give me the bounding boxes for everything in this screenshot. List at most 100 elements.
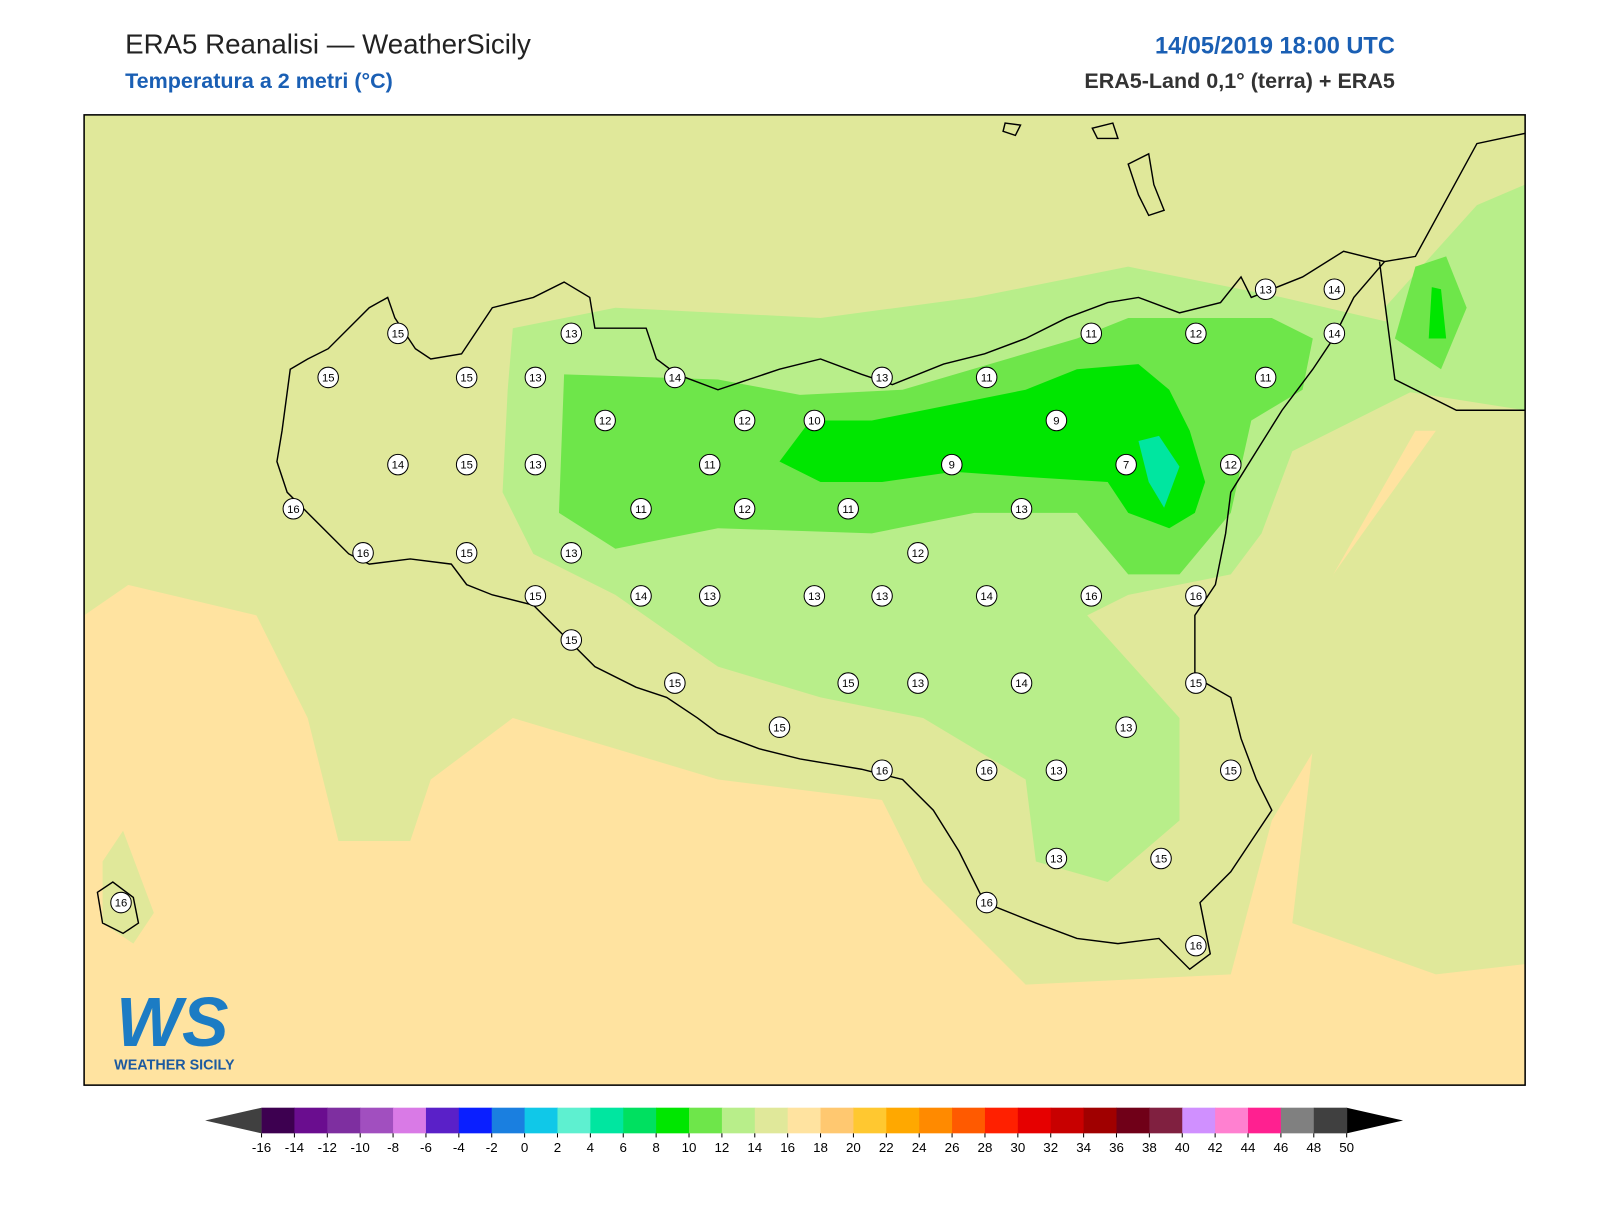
station-value: 7	[1123, 460, 1129, 472]
station-value: 15	[1190, 678, 1203, 690]
station-value: 12	[738, 416, 751, 428]
station-marker	[630, 585, 652, 607]
station-value: 11	[1085, 328, 1097, 340]
station-marker	[1185, 672, 1207, 694]
colorbar-box	[1017, 1107, 1052, 1134]
station-value: 15	[529, 591, 542, 603]
station-value: 12	[1225, 460, 1238, 472]
coastline	[96, 122, 1526, 971]
colorbar-box	[524, 1107, 558, 1134]
station-value: 12	[1190, 328, 1203, 340]
station-value: 13	[1120, 722, 1133, 734]
station-marker	[560, 629, 583, 651]
station-value: 14	[1328, 328, 1341, 340]
station-marker	[1115, 716, 1137, 738]
station-value: 16	[287, 504, 300, 516]
colorbar-tick-label: -14	[285, 1140, 305, 1155]
station-marker	[1045, 759, 1068, 782]
station-value: 13	[876, 591, 889, 603]
station-value: 16	[1190, 941, 1203, 953]
colorbar-tick-label: -8	[387, 1140, 399, 1155]
station-value: 16	[980, 765, 993, 777]
colorbar-tick-label: 12	[714, 1140, 729, 1155]
station-value: 15	[1225, 765, 1238, 777]
station-value: 14	[980, 591, 993, 603]
station-marker	[1220, 759, 1242, 782]
station-marker	[664, 366, 686, 389]
station-marker	[1045, 409, 1068, 432]
colorbar-tick-label: 36	[1109, 1140, 1124, 1155]
station-value: 15	[842, 678, 855, 690]
station-marker	[698, 453, 721, 476]
colorbar-tick-label: 26	[945, 1140, 960, 1155]
colorbar-tick-label: 18	[813, 1140, 828, 1155]
colorbar-box	[820, 1107, 854, 1134]
station-marker	[1323, 278, 1346, 300]
station-marker	[1323, 322, 1346, 345]
colorbar-tick-label: 24	[912, 1140, 927, 1155]
station-value: 15	[460, 373, 473, 385]
station-marker	[455, 366, 478, 389]
subtitle: Temperatura a 2 metri (°C)	[125, 69, 393, 93]
station-marker	[975, 759, 998, 782]
station-marker	[871, 585, 893, 607]
station-marker	[455, 542, 478, 564]
station-value: 14	[669, 373, 682, 385]
station-value: 16	[1085, 591, 1098, 603]
field-band	[84, 114, 1526, 975]
colorbar-tick-label: -6	[420, 1140, 432, 1155]
colorbar-tick-label: 48	[1306, 1140, 1321, 1155]
station-value: 13	[529, 460, 542, 472]
station-marker	[387, 453, 409, 476]
station-value: 16	[115, 898, 128, 910]
colorbar-box	[327, 1107, 361, 1134]
colorbar-box	[1313, 1107, 1348, 1134]
station-value: 13	[529, 373, 542, 385]
colorbar-tick-label: 46	[1273, 1140, 1288, 1155]
station-marker	[1185, 934, 1207, 957]
station-marker	[941, 453, 963, 476]
station-marker	[698, 585, 721, 607]
colorbar-box	[623, 1107, 657, 1134]
title: ERA5 Reanalisi — WeatherSicily	[125, 28, 531, 59]
colorbar-tick-label: 28	[978, 1140, 993, 1155]
station-value: 15	[669, 678, 682, 690]
colorbar-over	[1346, 1107, 1404, 1134]
station-value: 14	[392, 460, 405, 472]
station-value: 11	[1260, 373, 1272, 385]
colorbar-tick-label: 42	[1208, 1140, 1223, 1155]
field-band	[779, 364, 1206, 529]
station-value: 13	[1015, 504, 1028, 516]
colorbar-box	[294, 1107, 328, 1134]
colorbar-box	[952, 1107, 986, 1134]
station-marker	[1010, 497, 1033, 520]
station-value: 13	[912, 678, 925, 690]
station-marker	[110, 891, 132, 914]
station-marker	[1010, 672, 1033, 694]
colorbar-box	[853, 1107, 887, 1134]
colorbar-box	[360, 1107, 394, 1134]
station-marker	[1080, 322, 1103, 345]
station-marker	[1080, 585, 1103, 607]
colorbar-box	[557, 1107, 591, 1134]
station-marker	[524, 366, 547, 389]
station-marker	[282, 497, 305, 520]
station-value: 9	[1053, 416, 1059, 428]
colorbar-under	[205, 1107, 262, 1134]
station-value: 14	[635, 591, 648, 603]
station-marker	[871, 366, 893, 389]
station-value: 11	[981, 373, 993, 385]
colorbar-box	[754, 1107, 789, 1134]
station-value: 16	[1190, 591, 1203, 603]
station-marker	[975, 366, 998, 389]
station-marker	[837, 672, 859, 694]
station-value: 15	[460, 460, 473, 472]
station-marker	[975, 585, 998, 607]
colorbar-box	[1149, 1107, 1183, 1134]
station-value: 13	[565, 548, 578, 560]
colorbar-box	[787, 1107, 822, 1134]
colorbar-box	[590, 1107, 624, 1134]
station-value: 11	[842, 504, 854, 516]
